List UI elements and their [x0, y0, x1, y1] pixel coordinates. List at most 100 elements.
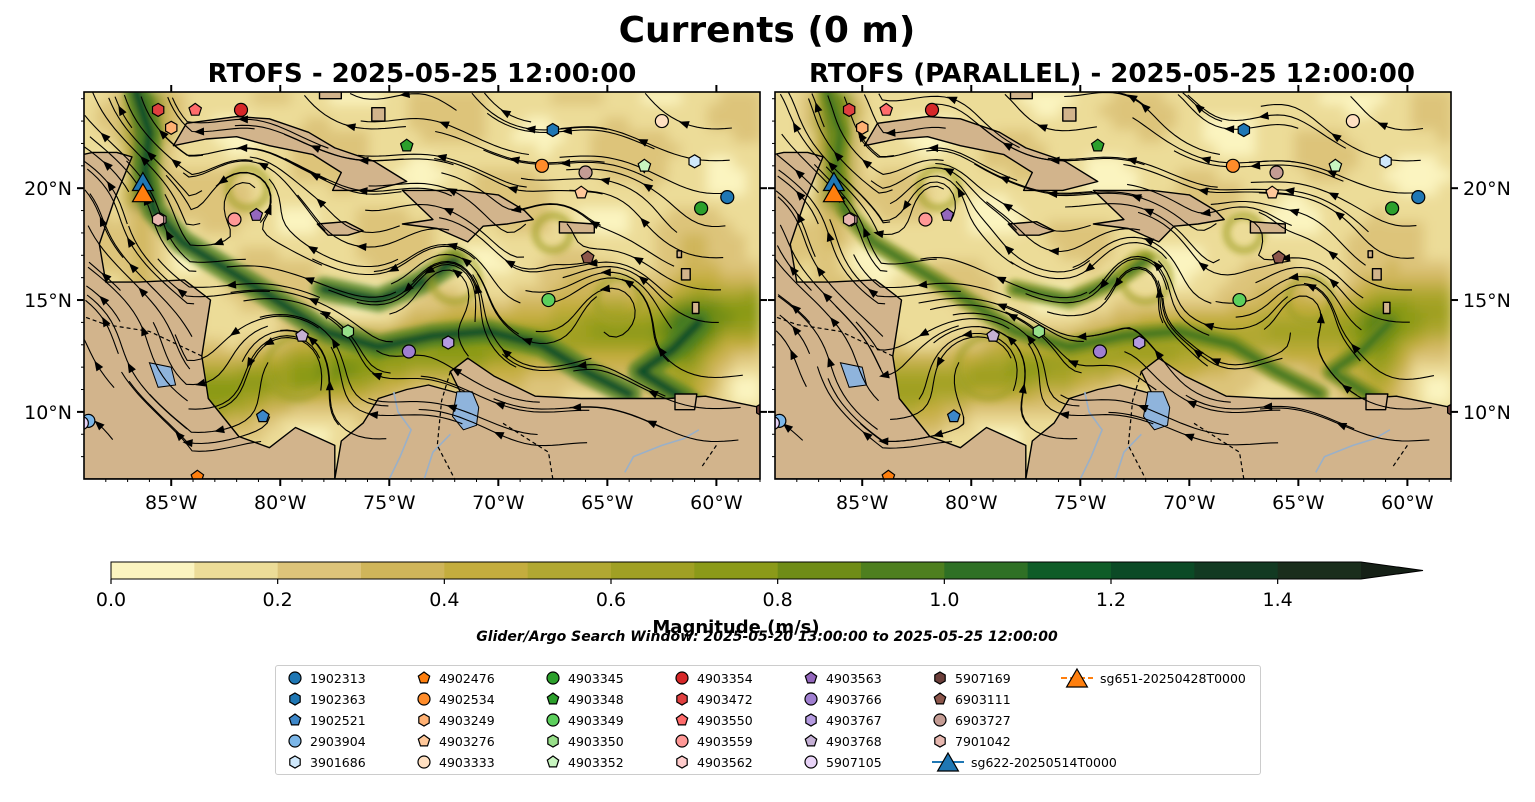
legend-label: 4903354	[697, 670, 753, 686]
streamline-arrow	[1288, 208, 1300, 217]
colorbar-tick-label: 0.4	[429, 589, 459, 611]
x-tick-label: 70°W	[1163, 492, 1216, 514]
legend-symbol	[933, 713, 947, 727]
legend-item: 4903345	[544, 668, 624, 688]
streamline-arrow	[141, 325, 149, 337]
x-tick-label: 80°W	[945, 492, 998, 514]
streamline-arrow	[1002, 142, 1014, 151]
marker-7901042	[842, 212, 856, 227]
legend-item: 4903559	[673, 731, 753, 751]
country-border	[700, 445, 717, 469]
streamline-arrow	[501, 348, 512, 359]
legend-item: 4903550	[673, 710, 753, 730]
legend-item: 1902363	[286, 689, 366, 709]
streamline-arrow	[873, 230, 884, 239]
legend-item: sg651-20250428T0000	[1060, 667, 1246, 688]
streamline-arrow	[127, 237, 136, 248]
streamline-arrow	[599, 177, 611, 186]
marker-5907105	[775, 416, 780, 430]
colorbar-segment	[1194, 562, 1279, 579]
legend-pentagon-icon	[546, 755, 560, 768]
land-bahamas-a	[1009, 92, 1033, 100]
colorbar-tick-label: 0.6	[596, 589, 626, 611]
legend-symbol	[933, 692, 947, 705]
marker-1902521	[946, 409, 961, 423]
marker-4903249	[855, 120, 869, 135]
marker-4903345	[1385, 201, 1400, 216]
legend-circle-icon	[417, 755, 431, 769]
legend-item: 4903352	[544, 752, 624, 772]
streamline-arrow	[943, 167, 955, 177]
streamline-arrow	[932, 429, 944, 438]
marker-4902534	[1225, 158, 1241, 173]
x-tick-label: 85°W	[836, 492, 889, 514]
map-ticks: 85°W 80°W 75°W 70°W 65°W 60°W 10°N 15°N 20°N	[24, 85, 767, 514]
colorbar-segment	[694, 562, 779, 579]
marker-4903472	[151, 102, 165, 118]
streamline-arrow	[1350, 343, 1361, 354]
legend-item: 6903727	[931, 710, 1011, 730]
streamline-arrow	[587, 258, 598, 267]
colorbar-tick-label: 1.4	[1263, 589, 1293, 611]
streamline-arrow	[827, 356, 835, 368]
streamline-arrow	[1076, 332, 1087, 341]
legend-pentagon-icon	[933, 692, 947, 705]
streamline-arrow	[1143, 237, 1155, 246]
streamline-arrow	[830, 317, 840, 328]
land-lesser-antilles-b	[680, 268, 691, 281]
streamline-arrow	[797, 212, 806, 224]
land-lesser-antilles-a	[676, 250, 683, 259]
streamline-arrow	[792, 325, 802, 336]
streamline-arrow	[102, 161, 113, 171]
streamline-arrow	[794, 169, 805, 180]
legend-item: 4903563	[802, 668, 882, 688]
legend-symbol	[804, 671, 818, 684]
x-tick-label: 60°W	[690, 492, 743, 514]
streamline-arrow	[918, 328, 930, 337]
streamline-arrow	[129, 263, 139, 274]
colorbar-segment	[611, 562, 695, 579]
legend-item: 4903350	[544, 731, 624, 751]
marker-6903111	[1271, 250, 1286, 264]
legend-item: 5907105	[802, 752, 882, 772]
platform-markers	[84, 102, 760, 479]
legend-label: 4902534	[439, 691, 495, 707]
streamline-arrow	[917, 280, 928, 289]
streamline-arrow	[171, 158, 182, 169]
legend-hexagon-icon	[676, 692, 688, 706]
marker-5907169	[755, 403, 760, 416]
marker-sg651-20250428T0000	[131, 182, 155, 203]
streamline-arrow	[790, 349, 799, 361]
legend-item: 4902476	[415, 668, 495, 688]
streamline-arrow	[226, 280, 237, 289]
search-window-caption: Glider/Argo Search Window: 2025-05-20 13…	[476, 629, 1058, 645]
legend-label: 7901042	[955, 733, 1011, 749]
legend-symbol	[932, 751, 964, 772]
river	[423, 433, 451, 479]
legend-item: 4903249	[415, 710, 495, 730]
streamline-arrow	[1002, 203, 1014, 212]
streamline-arrow	[525, 125, 536, 134]
streamline-arrow	[600, 268, 611, 277]
streamline-arrow	[214, 425, 225, 434]
streamline-arrow	[957, 187, 966, 198]
streamline-arrow	[439, 121, 450, 129]
streamline-arrow	[424, 265, 436, 274]
marker-4903348	[399, 138, 414, 152]
streamline-arrow	[795, 190, 806, 201]
streamline-arrow	[182, 439, 193, 448]
legend-symbol	[676, 692, 688, 706]
streamline-arrow	[867, 288, 879, 298]
legend-label: sg651-20250428T0000	[1100, 670, 1246, 686]
marker-4903550	[188, 102, 203, 116]
streamline-arrow	[127, 362, 136, 374]
streamline-arrow	[195, 378, 207, 387]
legend-label: 4902476	[439, 670, 495, 686]
streamline-arrow	[509, 156, 521, 165]
country-border	[775, 316, 894, 357]
legend-hexagon-icon	[289, 755, 301, 769]
colorbar-segment	[1027, 562, 1112, 579]
streamline-arrow	[633, 256, 644, 266]
streamline-arrow	[213, 237, 225, 246]
land-bahamas-b	[1062, 107, 1077, 122]
